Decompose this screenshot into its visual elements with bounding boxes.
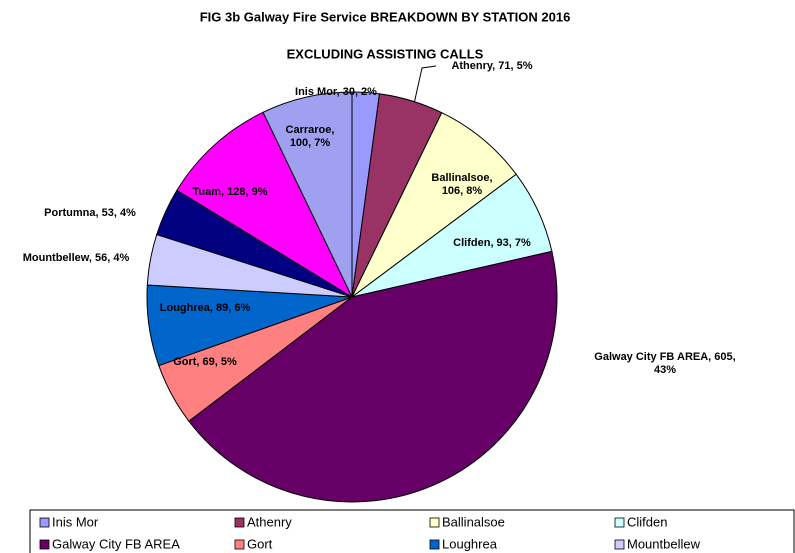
legend-label: Gort [247, 536, 273, 551]
legend-label: Ballinalsoe [442, 514, 505, 529]
legend-label: Inis Mor [52, 514, 99, 529]
legend-label: Mountbellew [627, 536, 701, 551]
data-label: Athenry, 71, 5% [451, 60, 532, 72]
pie-slice [176, 111, 354, 299]
data-label: Portumna, 53, 4% [44, 207, 136, 219]
legend-swatch [429, 539, 440, 550]
data-label: Galway City FB AREA, 605, [594, 351, 735, 363]
legend-swatch [39, 517, 50, 528]
data-label: Inis Mor, 30, 2% [295, 86, 377, 98]
pie-slice [351, 112, 517, 298]
legend-swatch [39, 539, 50, 550]
data-label: Loughrea, 89, 6% [160, 302, 251, 314]
legend-box [29, 509, 795, 553]
data-label: Tuam, 128, 9% [193, 186, 268, 198]
data-label: Carraroe, [286, 124, 335, 136]
legend-swatch [614, 517, 625, 528]
legend-swatch [234, 517, 245, 528]
pie-slice [188, 250, 558, 503]
legend-swatch [234, 539, 245, 550]
data-label: 43% [654, 364, 676, 376]
leader-line [411, 65, 437, 114]
legend-swatch [614, 539, 625, 550]
legend-label: Athenry [247, 514, 292, 529]
pie-slice [262, 91, 353, 298]
data-label: Mountbellew, 56, 4% [23, 252, 130, 264]
legend-label: Loughrea [442, 536, 498, 551]
legend-label: Clifden [627, 514, 667, 529]
data-label: 106, 8% [442, 185, 483, 197]
data-label: Clifden, 93, 7% [453, 237, 531, 249]
chart-title: FIG 3b Galway Fire Service BREAKDOWN BY … [200, 9, 571, 24]
legend-label: Galway City FB AREA [52, 536, 180, 551]
data-label: Gort, 69, 5% [173, 356, 237, 368]
data-label: Ballinalsoe, [431, 172, 492, 184]
chart-subtitle: EXCLUDING ASSISTING CALLS [287, 46, 484, 61]
data-label: 100, 7% [290, 137, 331, 149]
legend-swatch [429, 517, 440, 528]
